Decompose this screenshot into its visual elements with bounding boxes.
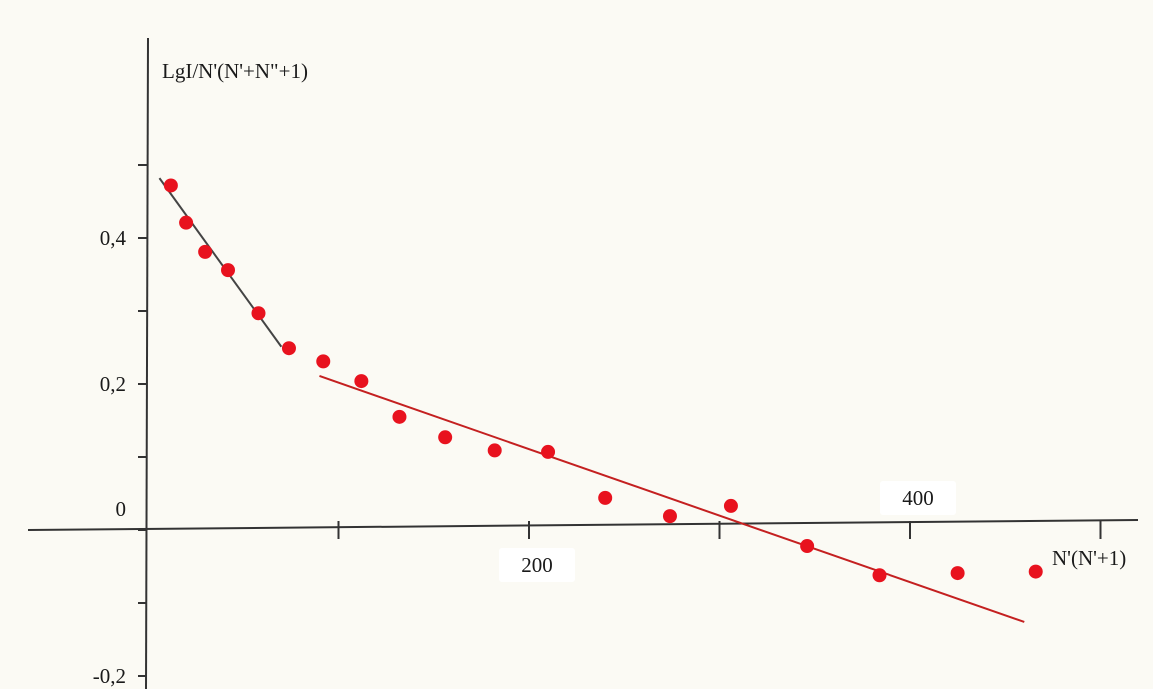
data-point — [541, 444, 556, 459]
fit-line — [319, 375, 1025, 623]
y-tick-label: 0,4 — [100, 226, 127, 250]
y-tick-label: 0 — [116, 497, 127, 521]
data-points — [163, 178, 1043, 583]
fit-line — [158, 177, 283, 348]
data-point — [281, 341, 296, 356]
data-point — [723, 498, 738, 513]
ticks — [138, 164, 1102, 677]
data-point — [316, 354, 331, 369]
x-tick-label: 400 — [902, 486, 934, 510]
data-point — [179, 215, 194, 230]
x-tick-label-patch — [499, 548, 575, 582]
data-point — [487, 443, 502, 458]
data-point — [662, 509, 677, 524]
data-point — [872, 568, 887, 583]
x-tick-label: 200 — [521, 553, 553, 577]
fit-lines — [158, 177, 1025, 623]
data-point — [198, 244, 213, 259]
y-axis-title: LgI/N'(N'+N"+1) — [162, 59, 308, 83]
data-point — [950, 566, 965, 581]
x-axis-line — [27, 519, 1139, 531]
data-point — [392, 409, 407, 424]
data-point — [221, 263, 236, 278]
tick-labels: 200 400 0,4 0,2 0 -0,2 — [93, 226, 956, 688]
data-point — [438, 430, 453, 445]
data-point — [163, 178, 178, 193]
data-point — [251, 306, 266, 321]
y-tick-label: -0,2 — [93, 664, 126, 688]
axes — [27, 37, 1139, 689]
data-point — [354, 374, 369, 389]
data-point — [800, 539, 815, 554]
x-axis-title: N'(N'+1) — [1052, 546, 1126, 570]
data-point — [1028, 564, 1043, 579]
y-tick-label: 0,2 — [100, 372, 126, 396]
x-tick-label-patch — [880, 481, 956, 515]
data-point — [598, 490, 613, 505]
y-axis-line — [145, 37, 149, 689]
